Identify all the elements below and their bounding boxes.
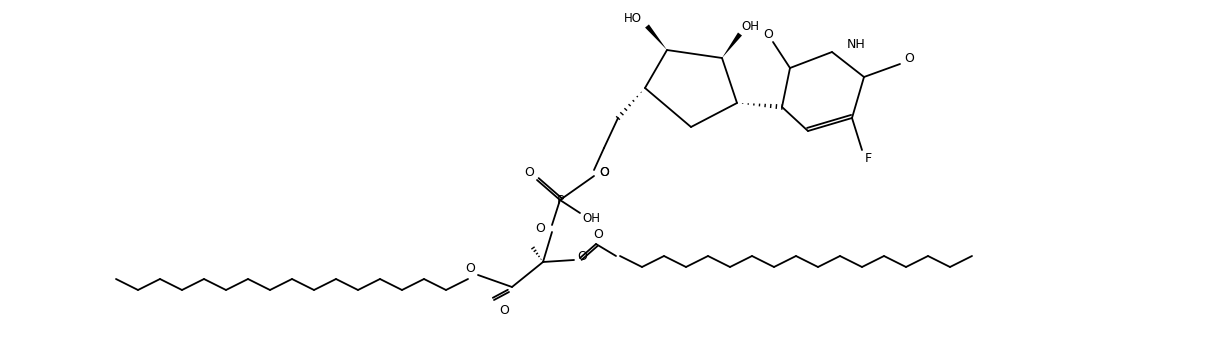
Text: HO: HO [623,13,642,26]
Text: O: O [536,222,545,235]
Text: O: O [599,166,609,179]
Text: O: O [465,262,475,275]
Text: P: P [558,195,565,208]
Text: O: O [762,27,773,40]
Polygon shape [722,32,742,58]
Text: O: O [499,303,509,316]
Text: O: O [593,227,603,240]
Text: NH: NH [847,39,866,52]
Polygon shape [645,24,667,50]
Text: O: O [599,166,609,179]
Text: O: O [904,53,914,66]
Text: F: F [865,153,871,166]
Text: OH: OH [582,212,600,225]
Text: O: O [577,250,587,263]
Text: O: O [525,167,534,180]
Text: OH: OH [741,21,759,34]
